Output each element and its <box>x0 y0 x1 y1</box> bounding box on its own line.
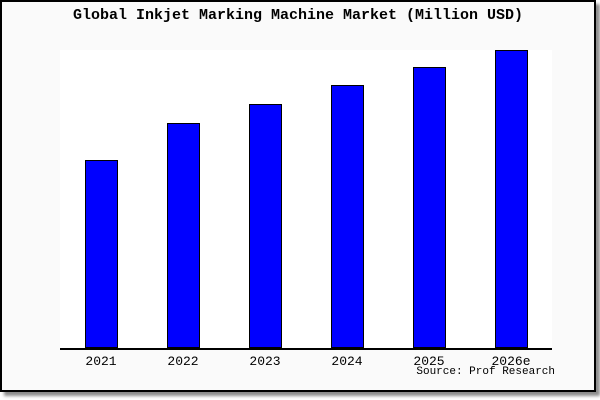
bar-slot <box>224 50 306 348</box>
xaxis-label-2026e: 2026e <box>491 354 531 369</box>
xaxis-labels-row: 2021 2022 2023 2024 2025 2026e <box>60 354 552 369</box>
bar-2024 <box>330 85 364 348</box>
bar-2022 <box>166 123 200 348</box>
plot-area <box>60 50 552 350</box>
chart-title: Global Inkjet Marking Machine Market (Mi… <box>72 7 524 24</box>
xaxis-label-2023: 2023 <box>249 354 281 369</box>
bar-slot <box>60 50 142 348</box>
xaxis-label-2024: 2024 <box>331 354 363 369</box>
xaxis-label-2021: 2021 <box>85 354 117 369</box>
bars-row <box>60 50 552 348</box>
bar-2025 <box>412 67 446 348</box>
chart-panel: Global Inkjet Marking Machine Market (Mi… <box>0 0 596 392</box>
bar-2023 <box>248 104 282 348</box>
bar-slot <box>388 50 470 348</box>
bar-slot <box>142 50 224 348</box>
bar-2021 <box>84 160 118 348</box>
xaxis-label-2022: 2022 <box>167 354 199 369</box>
bar-2026e <box>494 50 528 348</box>
xaxis-label-2025: 2025 <box>413 354 445 369</box>
bar-slot <box>470 50 552 348</box>
source-note: Source: Prof Research <box>416 366 555 378</box>
bar-slot <box>306 50 388 348</box>
